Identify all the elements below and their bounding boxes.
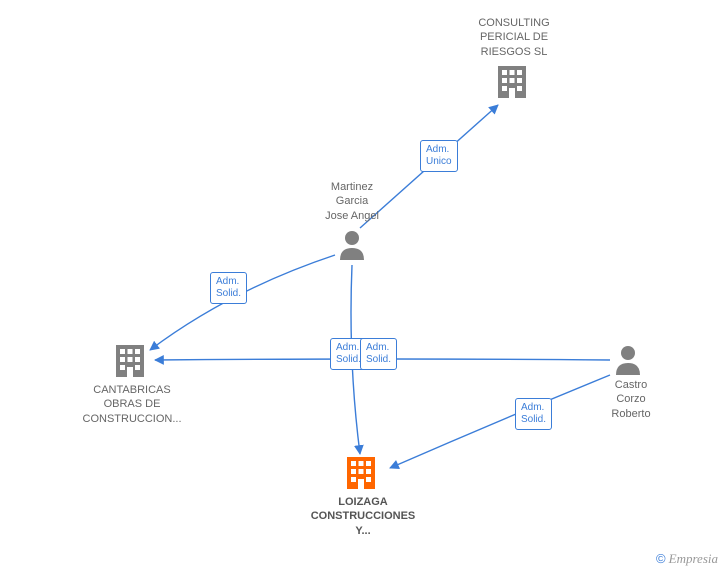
building-icon[interactable] — [343, 455, 379, 496]
building-icon[interactable] — [112, 343, 148, 384]
watermark: ©Empresia — [656, 551, 718, 567]
edge-label-castro-loizaga[interactable]: Adm. Solid. — [515, 398, 552, 430]
person-icon[interactable] — [336, 228, 368, 265]
building-icon[interactable] — [494, 64, 530, 105]
node-label-cantabricas[interactable]: CANTABRICASOBRAS DECONSTRUCCION... — [77, 383, 187, 426]
node-label-consulting[interactable]: CONSULTINGPERICIAL DERIESGOS SL — [469, 16, 559, 59]
person-icon[interactable] — [612, 343, 644, 380]
edge-castro-loizaga — [390, 375, 610, 468]
edge-label-martinez-consulting[interactable]: Adm. Unico — [420, 140, 458, 172]
edge-label-martinez-cantabricas[interactable]: Adm. Solid. — [210, 272, 247, 304]
watermark-text: Empresia — [669, 551, 718, 566]
node-label-loizaga[interactable]: LOIZAGACONSTRUCCIONESY... — [298, 495, 428, 538]
node-label-castro[interactable]: CastroCorzoRoberto — [601, 378, 661, 421]
edge-label-castro-cantabricas[interactable]: Adm. Solid. — [360, 338, 397, 370]
node-label-martinez[interactable]: MartinezGarciaJose Angel — [312, 180, 392, 223]
copyright-symbol: © — [656, 551, 666, 566]
